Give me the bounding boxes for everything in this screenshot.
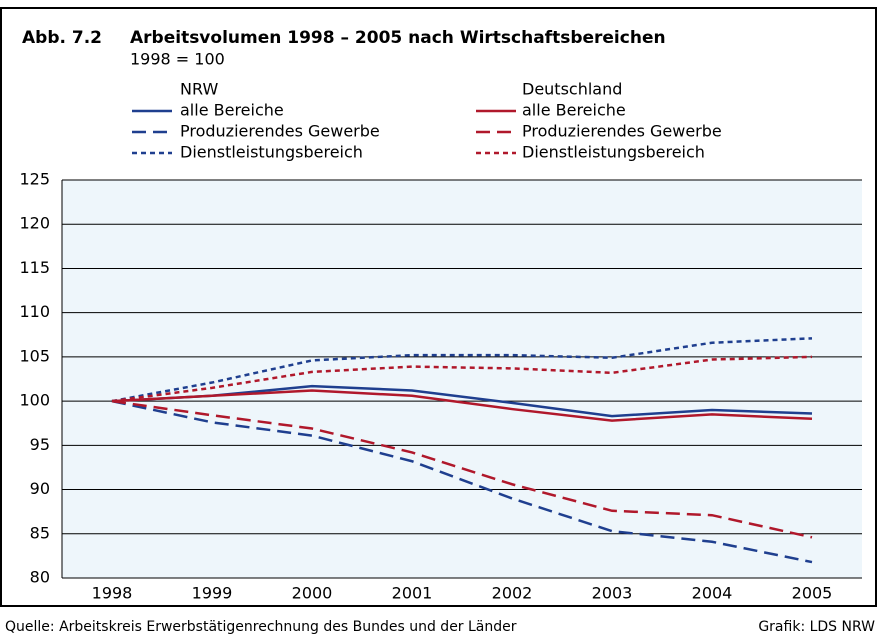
series-line: [111, 337, 813, 403]
y-tick-label: 95: [30, 435, 50, 454]
x-tick-label: 2005: [792, 584, 833, 603]
x-tick-label: 1998: [92, 584, 133, 603]
x-tick-label: 1999: [192, 584, 233, 603]
source: Quelle: Arbeitskreis Erwerbstätigenrechn…: [5, 619, 517, 635]
legend-title: Deutschland: [522, 80, 622, 99]
y-tick-label: 90: [30, 479, 50, 498]
x-tick-label: 2000: [292, 584, 333, 603]
legend-label: alle Bereiche: [522, 101, 626, 120]
series-line: [111, 399, 813, 564]
legend-label: Dienstleistungsbereich: [522, 143, 705, 162]
y-tick-label: 120: [19, 214, 50, 233]
legend-label: Produzierendes Gewerbe: [180, 122, 380, 141]
legend-title: NRW: [180, 80, 218, 99]
chart-title: Arbeitsvolumen 1998 – 2005 nach Wirtscha…: [130, 28, 666, 48]
legend-label: alle Bereiche: [180, 101, 284, 120]
x-tick-label: 2003: [592, 584, 633, 603]
y-tick-label: 110: [19, 302, 50, 321]
y-tick-label: 80: [30, 568, 50, 587]
credit: Grafik: LDS NRW: [758, 619, 875, 635]
legend-label: Produzierendes Gewerbe: [522, 122, 722, 141]
series-line: [111, 389, 813, 422]
x-tick-label: 2004: [692, 584, 733, 603]
plot-area: [62, 180, 862, 578]
x-tick-label: 2001: [392, 584, 433, 603]
x-tick-label: 2002: [492, 584, 533, 603]
series-line: [111, 355, 813, 403]
y-tick-label: 125: [19, 170, 50, 189]
y-tick-label: 105: [19, 346, 50, 365]
chart-subtitle: 1998 = 100: [130, 50, 225, 69]
y-tick-label: 100: [19, 391, 50, 410]
legend-label: Dienstleistungsbereich: [180, 143, 363, 162]
y-tick-label: 85: [30, 523, 50, 542]
figure-label: Abb. 7.2: [22, 28, 102, 48]
y-tick-label: 115: [19, 258, 50, 277]
series-line: [111, 399, 813, 539]
